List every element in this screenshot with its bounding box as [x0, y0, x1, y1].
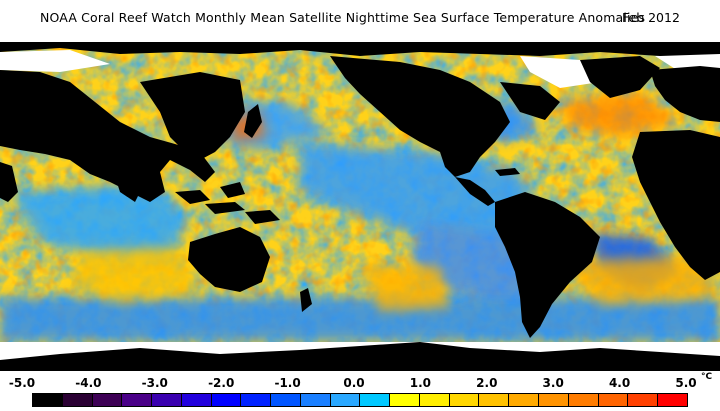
colorbar-swatch — [360, 394, 391, 406]
greenland — [580, 56, 660, 98]
eurasia-west — [0, 70, 215, 202]
colorbar-swatch — [300, 394, 331, 406]
colorbar-swatch — [122, 394, 153, 406]
central-america — [455, 177, 495, 206]
colorbar-swatch — [152, 394, 182, 406]
colorbar-labels: -5.0 -4.0 -3.0 -2.0 -1.0 0.0 1.0 2.0 3.0 4.0 5.0 °C — [0, 372, 720, 394]
colorbar-swatch — [330, 394, 361, 406]
colorbar-swatch — [568, 394, 599, 406]
colorbar-swatch — [598, 394, 629, 406]
colorbar-tick-label: 3.0 — [542, 376, 564, 390]
colorbar-swatch — [241, 394, 272, 406]
colorbar-tick-label: -3.0 — [141, 376, 168, 390]
colorbar-swatch — [419, 394, 450, 406]
colorbar-swatch — [211, 394, 242, 406]
colorbar-swatch — [33, 394, 63, 406]
colorbar-swatch — [449, 394, 480, 406]
antarctica — [0, 342, 720, 371]
colorbar-tick-label: 2.0 — [476, 376, 498, 390]
colorbar-tick-label: -2.0 — [208, 376, 235, 390]
colorbar-swatch — [390, 394, 420, 406]
colorbar — [32, 393, 688, 407]
new-zealand — [300, 288, 312, 312]
map-date: Feb 2012 — [622, 10, 680, 25]
north-america — [330, 56, 560, 177]
land-masses — [0, 42, 720, 371]
colorbar-swatch — [628, 394, 659, 406]
africa — [632, 130, 720, 280]
colorbar-swatch — [271, 394, 301, 406]
colorbar-swatch — [92, 394, 123, 406]
warm-anomaly-regions — [70, 92, 720, 312]
south-america — [495, 192, 600, 338]
colorbar-swatch — [509, 394, 540, 406]
colorbar-swatch — [658, 394, 687, 406]
indonesia — [175, 182, 280, 224]
colorbar-tick-label: 0.0 — [343, 376, 365, 390]
east-asia — [140, 72, 245, 160]
map-title: NOAA Coral Reef Watch Monthly Mean Satel… — [40, 10, 646, 25]
colorbar-swatch — [62, 394, 93, 406]
australia — [188, 227, 270, 292]
header: NOAA Coral Reef Watch Monthly Mean Satel… — [0, 0, 720, 42]
colorbar-tick-label: -1.0 — [274, 376, 301, 390]
arctic-land — [0, 42, 720, 56]
india — [110, 142, 150, 202]
colorbar-tick-label: -5.0 — [8, 376, 36, 390]
colorbar-unit: °C — [701, 372, 713, 382]
colorbar-tick-label: 1.0 — [409, 376, 432, 390]
arabia-edge — [0, 162, 18, 202]
colorbar-swatch — [539, 394, 569, 406]
colorbar-tick-label: -4.0 — [75, 376, 102, 390]
europe — [650, 66, 720, 122]
colorbar-tick-label: 4.0 — [608, 376, 631, 390]
caribbean-islands — [495, 168, 520, 176]
colorbar-tick-label: 5.0 — [675, 376, 697, 390]
sst-anomaly-map — [0, 42, 720, 371]
japan — [244, 104, 262, 138]
colorbar-swatch — [181, 394, 212, 406]
colorbar-swatch — [479, 394, 510, 406]
